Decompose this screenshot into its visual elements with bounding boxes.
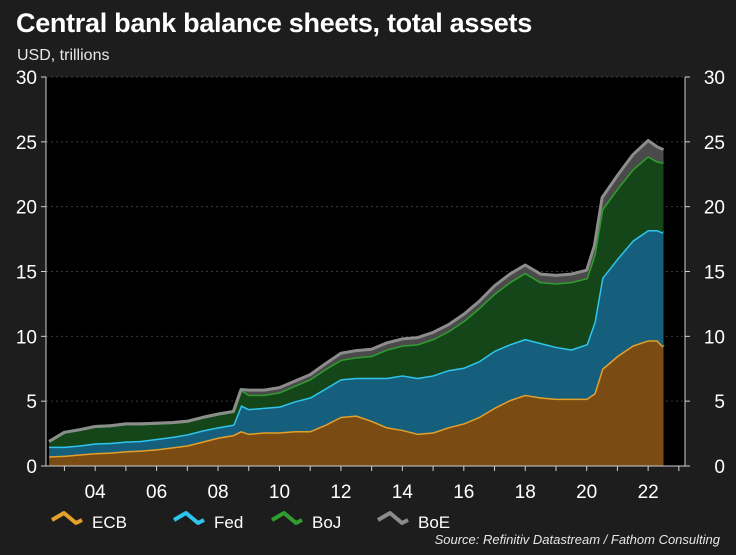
y-tick-label-left: 15 bbox=[16, 263, 37, 284]
y-tick-label-right: 25 bbox=[704, 133, 725, 154]
axes bbox=[41, 76, 690, 471]
x-tick-label: 14 bbox=[392, 482, 414, 503]
y-tick-label-right: 10 bbox=[704, 327, 725, 348]
legend-label-boe: BoE bbox=[418, 513, 450, 532]
x-tick-label: 06 bbox=[146, 482, 167, 503]
y-tick-label-right: 5 bbox=[714, 392, 725, 413]
x-tick-label: 08 bbox=[207, 482, 228, 503]
source-note: Source: Refinitiv Datastream / Fathom Co… bbox=[434, 532, 720, 547]
series-area-fed bbox=[49, 230, 664, 457]
y-tick-label-left: 0 bbox=[26, 457, 37, 478]
legend-label-fed: Fed bbox=[214, 513, 243, 532]
x-tick-label: 10 bbox=[269, 482, 290, 503]
x-tick-label: 22 bbox=[638, 482, 659, 503]
x-tick-label: 04 bbox=[85, 482, 107, 503]
series-area-ecb bbox=[49, 340, 664, 466]
series-line-boe bbox=[48, 139, 665, 443]
x-tick-label: 12 bbox=[330, 482, 351, 503]
tick-labels: 0 0 5 5 10 10 15 15 20 20 25 25 30 30 04 06 08 10 12 14 16 18… bbox=[16, 68, 725, 503]
y-tick-label-left: 10 bbox=[16, 327, 37, 348]
y-tick-label-left: 5 bbox=[26, 392, 37, 413]
series-area-boj bbox=[49, 156, 664, 447]
chart-title: Central bank balance sheets, total asset… bbox=[16, 8, 532, 38]
x-tick-label: 18 bbox=[515, 482, 536, 503]
y-tick-label-left: 20 bbox=[16, 198, 37, 219]
y-tick-label-right: 20 bbox=[704, 198, 725, 219]
y-tick-label-right: 30 bbox=[704, 68, 725, 89]
legend-swatch-boe bbox=[376, 511, 409, 525]
y-tick-label-left: 30 bbox=[16, 68, 37, 89]
x-tick-label: 16 bbox=[453, 482, 474, 503]
stacked-areas bbox=[48, 139, 665, 466]
y-tick-label-right: 15 bbox=[704, 263, 725, 284]
legend-label-ecb: ECB bbox=[92, 513, 127, 532]
y-tick-label-left: 25 bbox=[16, 133, 37, 154]
legend-swatch-ecb bbox=[50, 511, 83, 525]
y-tick-label-right: 0 bbox=[714, 457, 725, 478]
chart-subtitle: USD, trillions bbox=[17, 47, 110, 64]
legend-swatch-fed bbox=[172, 511, 205, 525]
legend: ECB Fed BoJ BoE bbox=[50, 511, 450, 532]
legend-label-boj: BoJ bbox=[312, 513, 341, 532]
x-tick-label: 20 bbox=[576, 482, 597, 503]
gridlines bbox=[46, 76, 685, 402]
legend-swatch-boj bbox=[270, 511, 303, 525]
